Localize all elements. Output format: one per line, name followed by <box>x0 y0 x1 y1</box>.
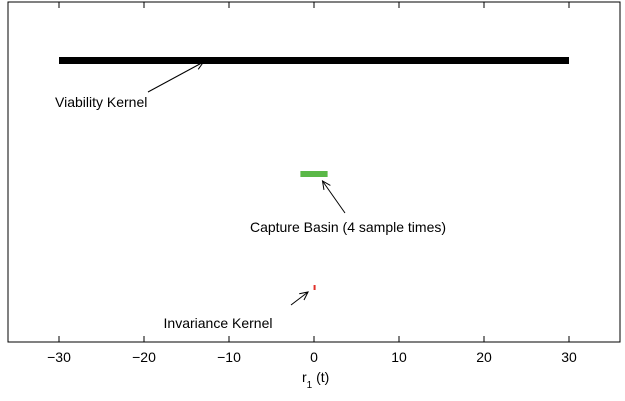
x-tick-label: 0 <box>310 349 318 365</box>
annotation-arrowhead <box>321 180 331 190</box>
annotation-arrow <box>290 291 309 306</box>
x-axis-label-sub: 1 <box>307 380 313 391</box>
x-axis-label-tail: (t) <box>312 369 329 385</box>
x-axis-label: r1 (t) <box>302 369 329 391</box>
x-tick-label: −30 <box>47 349 71 365</box>
capture-basin-bar <box>300 171 328 177</box>
capture-basin-label: Capture Basin (4 sample times) <box>250 219 446 235</box>
invariance-kernel-label: Invariance Kernel <box>164 315 273 331</box>
x-axis-label-main: r <box>302 369 307 385</box>
annotation-arrowhead <box>194 61 205 70</box>
x-tick-label: −10 <box>217 349 241 365</box>
x-tick-label: 10 <box>391 349 407 365</box>
x-tick-label: −20 <box>132 349 156 365</box>
annotations: Viability Kernel Capture Basin (4 sample … <box>55 61 446 331</box>
annotation-arrow <box>147 61 204 93</box>
x-tick-label: 20 <box>476 349 492 365</box>
viability-kernel-bar <box>59 57 569 64</box>
x-tick-label: 30 <box>561 349 577 365</box>
invariance-kernel-bar <box>313 285 316 290</box>
annotation-arrow <box>322 180 346 214</box>
interval-bars <box>59 57 569 290</box>
x-ticks: −30 −20 −10 0 10 20 30 <box>47 2 577 365</box>
viability-kernel-label: Viability Kernel <box>55 94 147 110</box>
annotation-arrowhead <box>299 291 309 301</box>
